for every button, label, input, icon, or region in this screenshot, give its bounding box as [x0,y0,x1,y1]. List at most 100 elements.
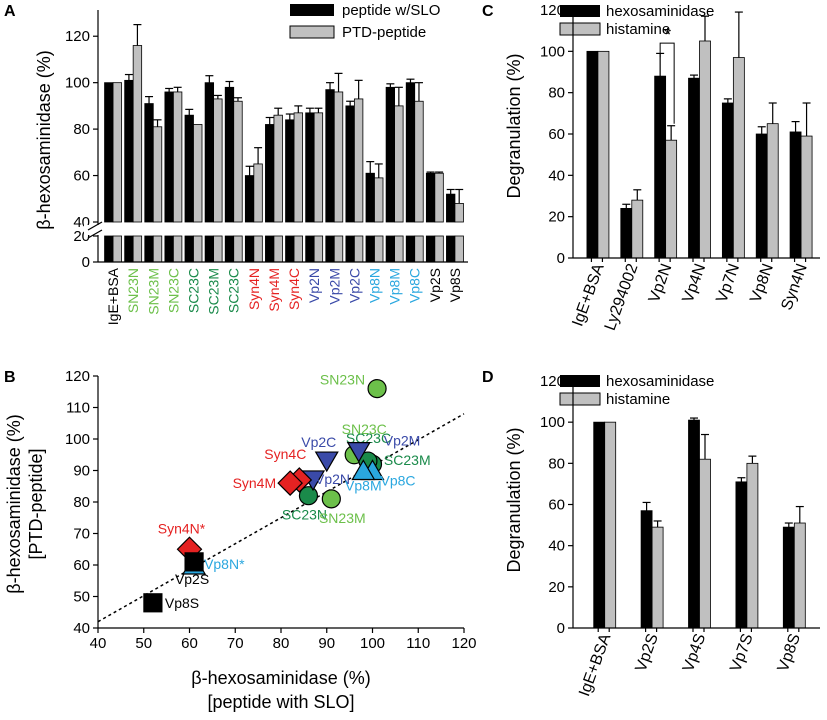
x-tick-label: Vp8C [407,268,423,303]
panel-d-y-tick: 100 [540,414,565,431]
panel-a-y-tick: 60 [73,168,90,185]
bar [446,193,456,223]
bar-lower [213,235,223,263]
bar [224,86,235,223]
panel-d: D Degranulation (%) 0 20 40 60 80 100 12… [482,369,820,699]
panel-c-y-ticks: 0 20 40 60 80 100 120 [540,2,565,267]
bar-lower [313,235,324,263]
x-tick-label: Vp8S [775,632,804,675]
panel-b-y-ticks: 40 50 60 70 80 90 100 110 120 [65,368,90,637]
bar-lower [104,235,114,263]
point-triangle-down [346,442,371,463]
bar-lower [265,235,275,263]
panel-c-label: C [482,3,494,20]
bar [414,100,424,223]
point-triangle-down [314,451,339,473]
bar [665,139,678,259]
point-label: Syn4N* [158,520,206,536]
point-label: Vp2M [384,433,421,449]
bar-lower [193,235,203,263]
panel-c-significance: * [659,25,675,124]
point-label: SN23M [319,510,366,526]
bar [394,105,404,223]
bar [454,203,464,223]
panel-b: B β-hexosaminidase (%) [PTD-peptide] β-h… [4,368,477,712]
bar [353,98,364,223]
x-tick-label: SN23C [165,268,181,313]
axis-break-mark [87,229,103,239]
panel-d-y-ticks: 0 20 40 60 80 100 120 [540,373,565,637]
x-tick-label: SN23N [125,268,141,313]
point-label: Vp8N* [204,556,245,572]
panel-b-y-axis-label: β-hexosaminidase (%) [4,414,24,593]
legend-label: histamine [606,21,670,38]
x-tick-label: Syn4N [778,262,810,313]
panel-b-y-tick: 120 [65,368,90,385]
bar [425,172,436,223]
significance-star: * [664,25,671,45]
x-tick-label: Syn4N [246,268,262,310]
x-tick-label: Vp8S [447,268,463,302]
x-tick-label: Vp7S [727,632,756,675]
panel-b-x-tick: 40 [90,635,107,652]
x-tick-label: Syn4C [286,268,302,310]
bar [721,102,734,259]
bar [104,82,114,223]
bar-lower [124,235,134,263]
bar [385,86,396,223]
panel-b-label: B [4,369,16,386]
bar [204,82,215,223]
panel-c-y-tick: 80 [548,85,565,102]
bar-lower [144,235,154,263]
point-label: Vp8S [165,595,199,611]
x-tick-label: Vp2S [427,268,443,302]
significance-bracket [659,42,675,124]
bar-lower [285,235,295,263]
panel-c-y-tick: 120 [540,2,565,19]
x-tick-label: SC23M [206,268,222,315]
bar-lower [414,235,424,263]
panel-b-x-tick: 50 [135,635,152,652]
bar [631,199,644,259]
bar-lower [164,235,174,263]
panel-a-axes [84,10,474,263]
panel-a-legend: peptide w/SLO PTD-peptide [289,2,440,41]
bar [593,421,606,629]
bar-lower [434,235,444,263]
point-triangle-up [351,459,376,481]
x-tick-label: Vp2C [346,268,362,303]
panel-b-y-tick: 50 [73,589,90,606]
bar [132,45,143,223]
bar-lower [233,235,243,263]
bar-lower [333,235,344,263]
bar-lower [446,235,456,263]
x-tick-label: Ly294002 [602,261,642,332]
bar-lower [353,235,364,263]
bar-lower [204,235,215,263]
panel-c-y-tick: 100 [540,43,565,60]
panel-b-y-tick: 70 [73,526,90,543]
x-tick-label: Vp2S [632,632,661,675]
bar [789,131,802,259]
panel-b-x-tick: 80 [273,635,290,652]
bar-lower [394,235,404,263]
bar [405,82,416,223]
panel-b-y-tick: 80 [73,494,90,511]
bar [732,57,745,259]
panel-d-x-tick-labels: IgE+BSA Vp2S Vp4S Vp7S Vp8S [576,631,804,699]
point-label: Vp2N [315,471,350,487]
bar [124,79,134,223]
panel-b-y-tick: 40 [73,620,90,637]
panel-c-y-tick: 20 [548,209,565,226]
bar [112,82,122,223]
bar-lower [132,235,143,263]
panel-a-x-tick-labels: IgE+BSA SN23N SN23M SN23C SC23C SC23M SC23C Syn… [105,267,463,325]
x-tick-label: Syn4M [266,268,282,312]
panel-b-y-tick: 100 [65,431,90,448]
bar-lower [345,235,355,263]
x-tick-label: Vp2N [306,268,322,303]
panel-c-y-tick: 40 [548,167,565,184]
bar [688,77,700,259]
